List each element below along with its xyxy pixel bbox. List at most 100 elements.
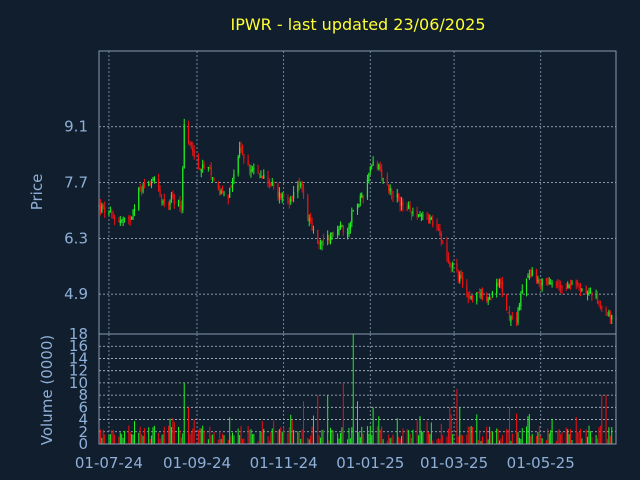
- candle-body: [271, 183, 273, 186]
- candle-body: [430, 218, 432, 220]
- candle-body: [193, 150, 195, 158]
- candle-body: [267, 175, 269, 182]
- candle-body: [456, 263, 458, 271]
- candle-body: [442, 242, 444, 244]
- candle-body: [467, 292, 469, 299]
- candle-body: [517, 309, 519, 323]
- candle-body: [398, 193, 400, 199]
- candle-body: [436, 223, 438, 229]
- candle-body: [486, 295, 488, 301]
- candle-body: [376, 163, 378, 169]
- candle-body: [213, 178, 215, 181]
- candle-body: [119, 220, 121, 224]
- candle-body: [410, 212, 413, 215]
- candle-body: [203, 165, 205, 168]
- candle-body: [139, 186, 141, 188]
- volume-tick-label: 0: [78, 435, 88, 453]
- volume-tick-label: 6: [78, 398, 88, 416]
- candle-body: [248, 165, 251, 174]
- volume-tick-label: 4: [78, 411, 88, 429]
- candle-body: [281, 193, 283, 200]
- candle-body: [598, 301, 600, 304]
- candle-body: [528, 275, 530, 278]
- candle-body: [369, 167, 371, 172]
- candle-body: [440, 233, 442, 241]
- candle-body: [527, 275, 529, 278]
- candle-body: [227, 194, 229, 200]
- candle-body: [209, 167, 211, 170]
- candle-body: [460, 273, 462, 279]
- candle-body: [511, 317, 513, 320]
- candle-body: [538, 279, 540, 284]
- candle-body: [197, 156, 200, 167]
- date-tick-label: 01-09-24: [163, 454, 231, 472]
- candle-body: [555, 283, 557, 285]
- candle-body: [487, 299, 489, 301]
- candle-body: [609, 311, 611, 319]
- price-tick-label: 7.7: [64, 174, 88, 192]
- candle-body: [586, 292, 589, 295]
- price-tick-label: 4.9: [64, 285, 88, 303]
- candle-body: [571, 282, 573, 284]
- candle-body: [476, 292, 478, 302]
- candle-body: [278, 192, 280, 198]
- candle-body: [379, 165, 381, 170]
- candle-body: [250, 169, 252, 173]
- price-grid: [99, 51, 616, 334]
- candle-body: [579, 285, 582, 291]
- candle-body: [150, 183, 153, 185]
- candle-body: [111, 211, 113, 214]
- candle-body: [557, 282, 559, 285]
- candle-body: [172, 194, 174, 196]
- candle-body: [317, 230, 319, 244]
- candle-body: [331, 232, 333, 238]
- candle-body: [420, 215, 423, 217]
- candle-body: [308, 218, 310, 222]
- candle-body: [247, 159, 249, 165]
- candle-body: [173, 195, 175, 204]
- candle-body: [233, 174, 235, 179]
- candle-body: [243, 154, 245, 159]
- volume-tick-label: 2: [78, 423, 88, 441]
- candle-body: [229, 188, 231, 198]
- price-tick-label: 9.1: [64, 118, 88, 136]
- candle-body: [605, 308, 607, 312]
- candle-body: [123, 217, 126, 219]
- candle-body: [183, 124, 185, 168]
- candle-body: [321, 240, 323, 245]
- candle-body: [596, 293, 599, 304]
- candle-body: [480, 293, 482, 296]
- candle-body: [459, 274, 461, 281]
- candle-body: [575, 281, 577, 285]
- volume-panel-frame: [98, 333, 617, 445]
- candle-body: [339, 224, 342, 230]
- candle-body: [102, 204, 104, 207]
- candle-body: [318, 242, 320, 245]
- candle-body: [261, 176, 263, 179]
- candle-body: [251, 169, 253, 171]
- candle-body: [530, 273, 532, 275]
- candle-body: [311, 222, 313, 231]
- candle-body: [291, 196, 293, 198]
- candle-body: [292, 191, 295, 199]
- candle-body: [187, 125, 190, 142]
- candle-body: [237, 156, 239, 174]
- price-panel-frame: [98, 50, 617, 335]
- candle-body: [399, 197, 401, 207]
- candle-body: [280, 194, 282, 198]
- candle-body: [300, 184, 302, 186]
- candle-body: [277, 184, 279, 196]
- candle-body: [356, 204, 359, 211]
- candle-body: [382, 178, 384, 180]
- candle-body: [192, 147, 194, 152]
- candle-body: [541, 279, 543, 287]
- candle-body: [132, 210, 134, 216]
- volume-tick-label: 14: [69, 349, 88, 367]
- candle-body: [253, 168, 255, 170]
- candle-body: [121, 219, 123, 221]
- candle-body: [273, 181, 275, 187]
- candle-body: [152, 178, 154, 182]
- candle-body: [257, 170, 259, 174]
